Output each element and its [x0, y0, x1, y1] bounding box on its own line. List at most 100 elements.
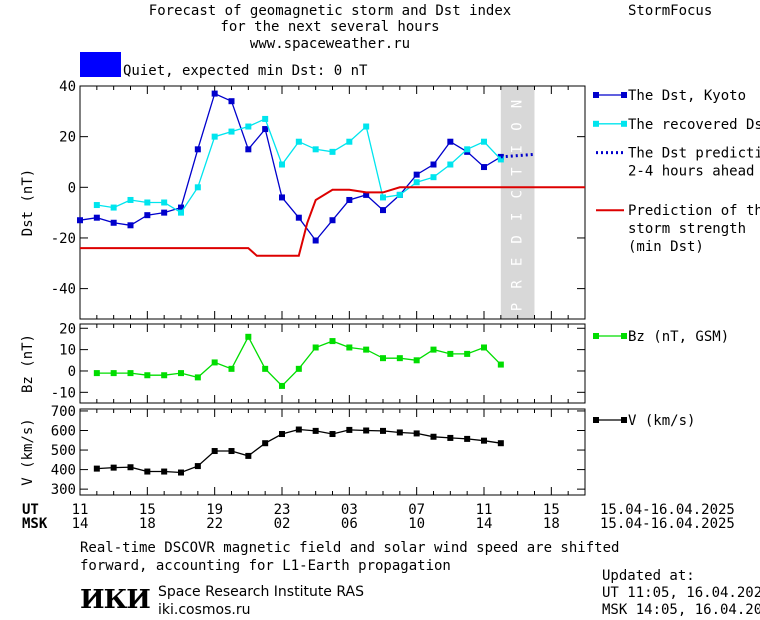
msk-tick-label: 02 — [273, 516, 291, 532]
data-point — [363, 123, 370, 130]
data-point — [481, 344, 487, 351]
msk-tick-label: 22 — [206, 516, 224, 532]
chart-title-line1: Forecast of geomagnetic storm and Dst in… — [148, 3, 512, 19]
data-point — [346, 196, 353, 203]
data-point — [93, 202, 100, 209]
legend-marker — [621, 417, 627, 423]
status-color-box — [80, 52, 121, 77]
data-point — [312, 344, 319, 351]
data-point — [430, 161, 437, 168]
y-axis-label: Dst (nT) — [20, 169, 36, 236]
legend-marker — [593, 333, 599, 339]
prediction-band-letter: T — [510, 167, 526, 176]
msk-axis-label: MSK — [22, 516, 48, 532]
prediction-band-letter: C — [510, 190, 526, 198]
ut-tick-label: 03 — [340, 502, 358, 518]
data-point — [363, 427, 370, 434]
y-tick-label: 600 — [51, 424, 76, 440]
y-tick-label: 0 — [68, 180, 76, 196]
data-point — [144, 199, 151, 206]
data-point — [396, 355, 403, 362]
data-point — [77, 217, 83, 224]
data-point — [211, 90, 218, 97]
data-point — [161, 468, 168, 475]
data-point — [262, 126, 269, 133]
data-point — [279, 382, 285, 389]
legend-label: Prediction of the — [628, 203, 760, 219]
data-point — [144, 372, 151, 379]
data-point — [228, 128, 235, 135]
data-point — [178, 209, 184, 216]
ut-tick-label: 15 — [542, 502, 560, 518]
y-tick-label: 700 — [51, 404, 76, 420]
data-point — [363, 191, 370, 198]
data-point — [211, 133, 218, 140]
updated-label: Updated at: — [602, 568, 695, 584]
ut-tick-label: 15 — [138, 502, 156, 518]
chart-source-url[interactable]: www.spaceweather.ru — [249, 36, 411, 52]
legend-marker — [593, 417, 599, 423]
data-point — [497, 440, 504, 447]
legend-label: 2-4 hours ahead — [628, 164, 754, 180]
data-point — [329, 338, 336, 345]
data-point — [447, 138, 454, 145]
data-point — [194, 146, 201, 153]
data-point — [262, 440, 269, 447]
data-point — [178, 469, 184, 476]
msk-tick-label: 14 — [71, 516, 89, 532]
data-point — [127, 222, 134, 229]
y-tick-label: 20 — [59, 321, 76, 337]
legend-marker — [621, 92, 627, 98]
data-point — [346, 138, 353, 145]
institute-name: Space Research Institute RAS — [158, 584, 364, 600]
data-point — [346, 426, 353, 433]
legend-marker — [593, 92, 599, 98]
data-point — [178, 370, 184, 377]
series-line-2-0 — [96, 428, 501, 474]
date-range-ut: 15.04-16.04.2025 — [600, 502, 735, 518]
series-line-1-0 — [96, 335, 502, 387]
data-point — [481, 437, 487, 444]
data-point — [228, 365, 235, 372]
brand-name: StormFocus — [628, 3, 713, 19]
institute-site[interactable]: iki.cosmos.ru — [158, 602, 251, 618]
series-line-0-1 — [96, 118, 502, 214]
ut-tick-label: 11 — [71, 502, 89, 518]
legend-marker — [621, 120, 627, 127]
data-point — [447, 434, 454, 441]
y-axis-label: Bz (nT) — [20, 334, 36, 393]
y-axis-label: V (km/s) — [20, 418, 36, 485]
data-point — [396, 429, 403, 436]
prediction-band-letter: I — [510, 213, 526, 221]
data-point — [279, 194, 285, 201]
y-tick-label: -40 — [51, 282, 76, 298]
panel-frame-2 — [79, 323, 586, 404]
data-point — [329, 431, 336, 438]
data-point — [211, 359, 218, 366]
prediction-band — [500, 86, 535, 319]
msk-tick-label: 14 — [475, 516, 493, 532]
data-point — [380, 427, 386, 434]
y-tick-label: 10 — [59, 343, 76, 359]
data-point — [127, 370, 134, 377]
data-point — [497, 361, 504, 368]
data-point — [262, 365, 269, 372]
legend-label: The Dst, Kyoto — [628, 88, 746, 104]
ut-tick-label: 07 — [408, 502, 426, 518]
ut-tick-label: 19 — [206, 502, 224, 518]
ut-tick-label: 11 — [475, 502, 493, 518]
data-point — [110, 204, 117, 211]
data-point — [279, 431, 285, 438]
ut-axis-label: UT — [22, 502, 39, 518]
data-point — [447, 350, 454, 357]
data-point — [245, 123, 252, 130]
msk-tick-label: 18 — [542, 516, 560, 532]
data-point — [279, 161, 285, 168]
legend-label: Bz (nT, GSM) — [628, 329, 729, 345]
status-text: Quiet, expected min Dst: 0 nT — [123, 63, 368, 79]
data-point — [228, 448, 235, 455]
series-line-0-2 — [500, 152, 535, 159]
prediction-band-letter: E — [510, 258, 526, 266]
data-point — [295, 426, 302, 433]
chart-title-line2: for the next several hours — [220, 19, 440, 35]
